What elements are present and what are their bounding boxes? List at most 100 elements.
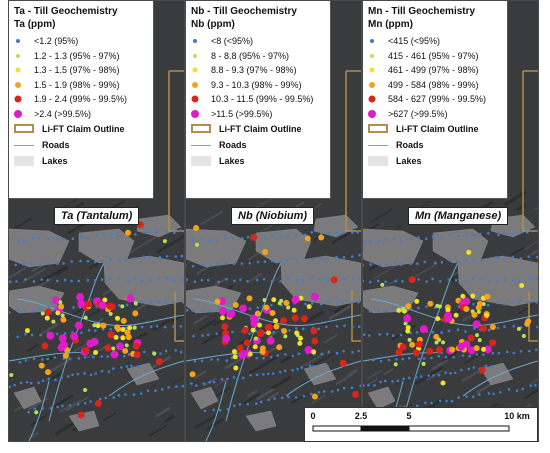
sample-point: [357, 325, 361, 329]
sample-point: [38, 307, 41, 311]
sample-point: [468, 354, 471, 358]
sample-point: [457, 342, 466, 351]
sample-point: [342, 256, 346, 259]
sample-point: [80, 331, 83, 334]
sample-point: [283, 369, 287, 373]
terrain-ridge: [410, 263, 438, 280]
sample-point: [529, 384, 533, 388]
sample-point: [335, 324, 339, 328]
sample-point: [311, 276, 314, 280]
sample-point: [149, 325, 153, 329]
sample-point: [232, 262, 236, 266]
sample-point: [24, 359, 28, 362]
terrain-ridge: [310, 352, 335, 368]
sample-point: [417, 357, 421, 361]
sample-point: [350, 231, 354, 234]
scale-tick-1: 2.5: [354, 411, 368, 421]
sample-point: [359, 384, 361, 388]
sample-point: [93, 349, 99, 355]
sample-point: [140, 279, 144, 282]
sample-point: [435, 346, 443, 354]
sample-point: [208, 239, 212, 242]
terrain-ridge: [441, 351, 458, 363]
sample-point: [391, 334, 395, 337]
sample-point: [510, 232, 514, 236]
sample-point: [262, 277, 266, 281]
sample-point: [255, 373, 259, 377]
sample-point: [445, 307, 451, 313]
sample-point: [534, 384, 537, 387]
sample-point: [399, 263, 403, 267]
sample-point: [399, 343, 407, 351]
sample-point: [339, 359, 347, 367]
sample-point: [218, 408, 222, 412]
sample-point: [9, 334, 10, 337]
sample-point: [33, 407, 37, 411]
terrain-ridge: [333, 302, 349, 314]
sample-point: [270, 303, 273, 307]
sample-point: [68, 357, 72, 360]
sample-point: [246, 280, 249, 283]
legend-class-item: 1.2 - 1.3 (95% - 97%): [14, 49, 153, 64]
sample-point: [114, 324, 121, 331]
legend-class-item: 499 - 584 (98% - 99%): [368, 78, 507, 93]
sample-point: [66, 375, 70, 378]
sample-point: [34, 410, 39, 415]
sample-point: [280, 396, 284, 400]
sample-point: [457, 234, 460, 238]
legend-lakes: Lakes: [191, 153, 330, 169]
terrain-ridge: [530, 248, 538, 256]
sample-point: [164, 299, 168, 303]
sample-point: [253, 336, 258, 341]
sample-point: [297, 335, 303, 341]
sample-point: [136, 365, 140, 368]
sample-point: [409, 341, 416, 348]
class-label: 1.2 - 1.3 (95% - 97%): [34, 50, 120, 61]
sample-point: [454, 278, 458, 282]
sample-point: [90, 337, 99, 346]
sample-point: [44, 315, 50, 321]
terrain-ridge: [370, 208, 393, 223]
sample-point: [226, 377, 229, 381]
sample-point: [142, 255, 145, 259]
lake-symbol: [368, 156, 388, 166]
sample-point: [46, 331, 55, 340]
class-symbol: [192, 81, 198, 88]
sample-point: [326, 257, 329, 260]
sample-point: [148, 278, 152, 282]
sample-point: [431, 277, 434, 281]
legend-class-item: >2.4 (>99.5%): [14, 107, 153, 122]
terrain-ridge: [102, 412, 117, 422]
terrain-ridge: [53, 394, 74, 408]
sample-point: [133, 301, 138, 306]
sample-point: [225, 277, 228, 281]
sample-point: [441, 340, 446, 345]
sample-point: [535, 301, 538, 304]
sample-point: [507, 388, 511, 391]
sample-point: [378, 333, 381, 336]
sample-point: [527, 300, 530, 304]
sample-point: [45, 369, 52, 376]
sample-point: [427, 300, 434, 307]
lake-shape: [190, 386, 219, 410]
terrain-ridge: [56, 267, 69, 276]
sample-point: [371, 358, 375, 362]
sample-point: [369, 280, 372, 284]
sample-point: [112, 396, 115, 399]
sample-point: [133, 351, 141, 359]
class-symbol: [15, 81, 21, 88]
class-label: 8 - 8.8 (95% - 97%): [211, 50, 290, 61]
sample-point: [476, 309, 481, 314]
sample-point: [173, 231, 176, 235]
sample-point: [456, 260, 459, 263]
sample-point: [481, 346, 487, 352]
sample-point: [363, 384, 365, 387]
sample-point: [155, 324, 159, 328]
sample-point: [208, 380, 212, 384]
sample-point: [278, 370, 282, 374]
sample-point: [343, 277, 347, 281]
sample-point: [233, 404, 236, 408]
sample-point: [363, 333, 366, 336]
panel-label: Nb (Niobium): [231, 207, 315, 225]
sample-point: [358, 276, 361, 279]
